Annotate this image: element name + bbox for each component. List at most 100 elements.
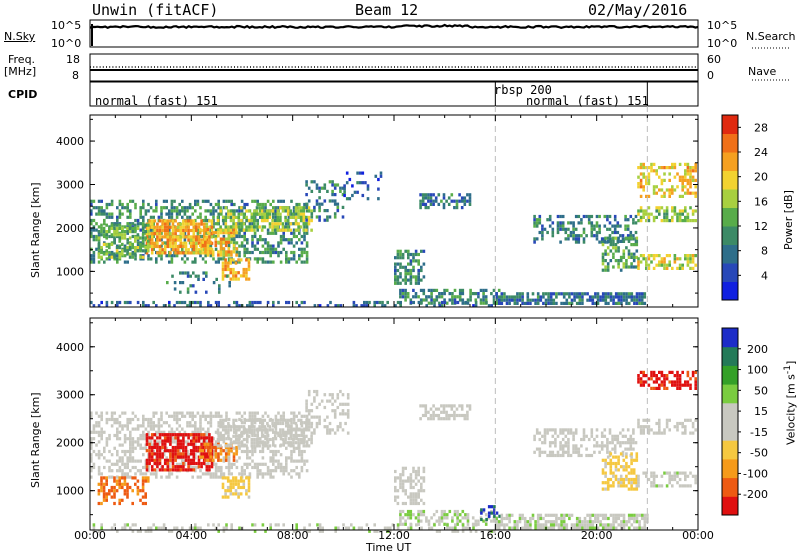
velocity-cell <box>526 526 530 530</box>
velocity-cell <box>612 481 615 485</box>
power-cell <box>217 250 220 254</box>
velocity-cell <box>624 434 627 438</box>
velocity-cell <box>640 526 644 530</box>
power-cell <box>493 300 496 305</box>
velocity-cell <box>126 489 129 493</box>
power-cell <box>224 222 228 226</box>
power-cell <box>518 295 522 299</box>
velocity-cell <box>232 452 236 456</box>
power-cell <box>233 202 236 207</box>
power-cell <box>630 252 633 256</box>
velocity-cell <box>289 434 293 438</box>
power-cell <box>139 246 142 250</box>
velocity-cell <box>466 410 469 414</box>
velocity-cell <box>123 489 127 493</box>
power-cell <box>279 219 282 223</box>
velocity-cell <box>606 455 610 459</box>
velocity-cell <box>586 523 589 527</box>
velocity-cell <box>250 418 254 422</box>
power-cell <box>251 238 254 242</box>
velocity-cell <box>640 516 644 521</box>
power-cell <box>160 238 163 242</box>
velocity-cell <box>102 476 106 480</box>
velocity-cell <box>184 433 188 437</box>
power-cell <box>141 239 145 243</box>
power-cell <box>474 298 478 302</box>
power-cell <box>260 215 264 219</box>
velocity-cell <box>126 437 129 441</box>
power-cell <box>118 300 122 305</box>
velocity-cell <box>572 444 575 448</box>
velocity-cell <box>189 468 193 472</box>
velocity-cell <box>541 450 544 454</box>
power-cell <box>131 222 135 226</box>
velocity-cell <box>128 485 132 490</box>
power-cell <box>263 225 267 229</box>
power-cell <box>305 193 308 197</box>
velocity-cell <box>598 444 601 448</box>
power-cell <box>419 288 423 292</box>
power-cell <box>521 292 524 296</box>
power-cell <box>150 235 154 239</box>
power-cell <box>266 260 270 264</box>
velocity-cell <box>118 469 122 473</box>
power-cell <box>153 241 157 245</box>
power-cell <box>578 295 582 299</box>
velocity-cell <box>268 425 272 429</box>
velocity-cell <box>285 424 288 428</box>
power-cell <box>495 298 498 302</box>
power-cell <box>181 281 185 285</box>
velocity-cell <box>619 474 623 478</box>
velocity-cell <box>466 404 469 408</box>
power-cell <box>548 214 552 219</box>
power-cell <box>328 215 332 219</box>
velocity-cell <box>604 513 608 517</box>
velocity-cell <box>422 469 426 474</box>
velocity-cell <box>307 444 311 448</box>
power-cell <box>116 260 119 264</box>
power-cell <box>290 212 293 216</box>
velocity-cell <box>274 414 278 418</box>
velocity-cell <box>105 482 108 486</box>
power-cell <box>188 202 192 207</box>
velocity-cell <box>251 459 254 463</box>
power-cell <box>637 175 640 179</box>
velocity-cell <box>224 476 227 480</box>
velocity-cell <box>417 509 420 514</box>
velocity-cell <box>182 442 185 446</box>
power-cell <box>260 212 264 216</box>
velocity-cell <box>202 433 206 437</box>
power-cell <box>429 193 433 197</box>
velocity-cell <box>401 522 405 526</box>
velocity-cell <box>409 479 413 483</box>
power-cell <box>655 215 658 219</box>
velocity-cell <box>305 418 308 422</box>
power-cell <box>147 234 150 239</box>
velocity-cell <box>394 469 397 474</box>
velocity-cell <box>318 418 321 422</box>
power-cell <box>169 235 172 239</box>
velocity-cell <box>110 414 114 418</box>
power-cell <box>639 178 643 182</box>
colorbar-segment <box>722 170 738 190</box>
power-cell <box>684 254 687 258</box>
velocity-cell <box>246 465 249 470</box>
power-cell <box>596 295 600 299</box>
velocity-cell <box>485 517 488 522</box>
power-cell <box>173 199 176 203</box>
velocity-cell <box>407 476 410 480</box>
power-cell <box>443 298 446 302</box>
velocity-cell <box>609 484 613 488</box>
velocity-cell <box>614 477 618 482</box>
velocity-cell <box>163 449 167 453</box>
power-cell <box>142 244 145 248</box>
power-cell <box>286 206 290 210</box>
power-cell <box>420 249 423 253</box>
power-cell <box>297 228 300 232</box>
velocity-cell <box>600 447 604 451</box>
power-cell <box>531 298 535 302</box>
power-cell <box>243 202 246 207</box>
power-cell <box>298 247 301 251</box>
power-cell <box>160 231 163 235</box>
power-cell <box>295 202 298 207</box>
